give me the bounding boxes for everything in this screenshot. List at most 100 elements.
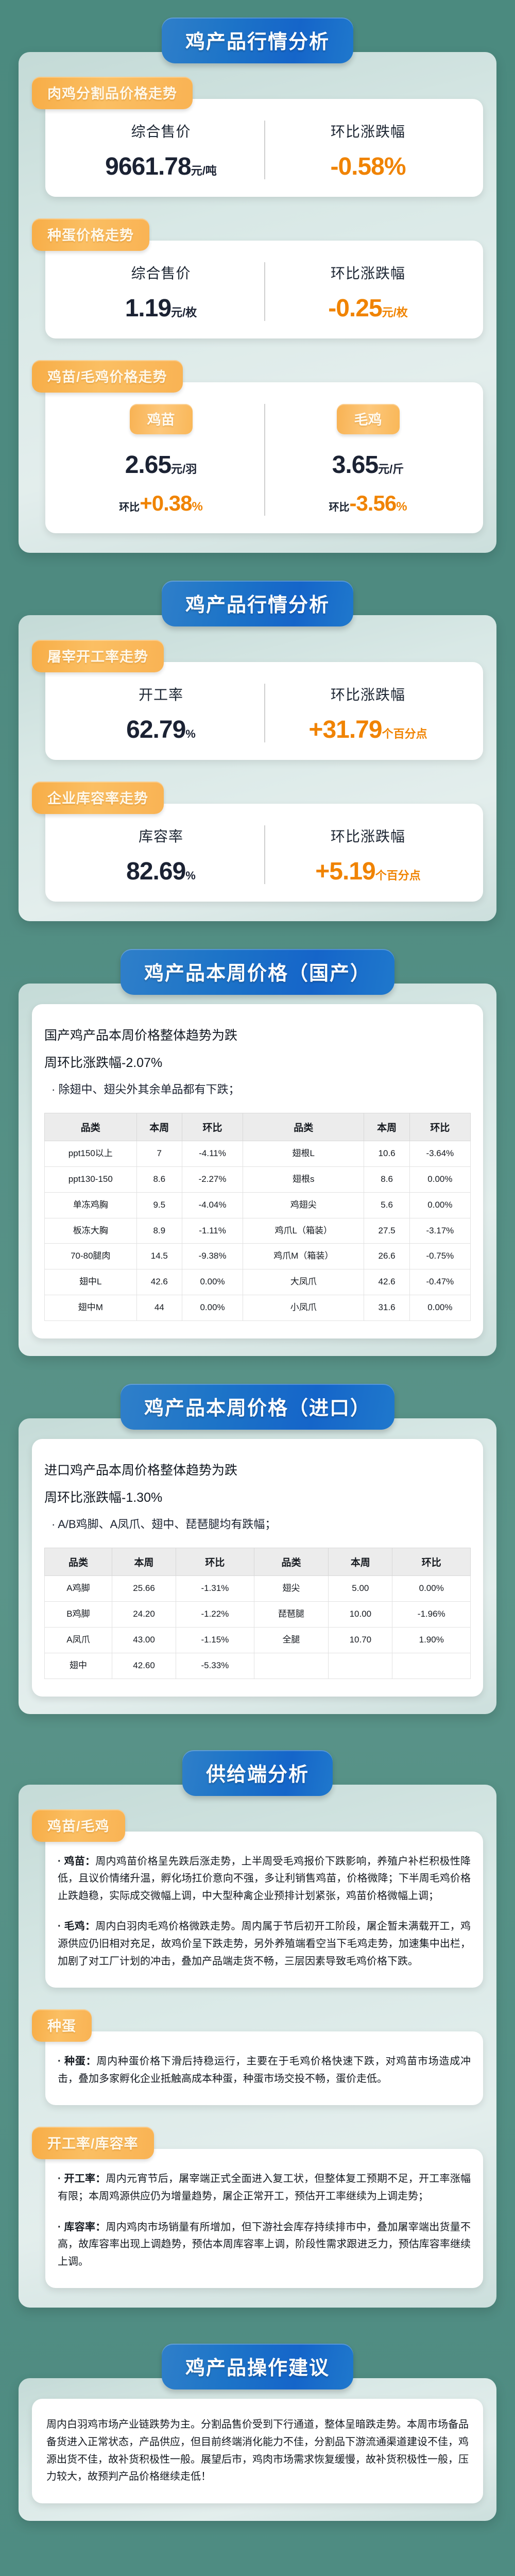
imported-r1-c5: -1.96% — [392, 1601, 471, 1628]
block-broiler-cut-price: 肉鸡分割品价格走势 综合售价 9661.78元/吨 环比涨跌幅 -0.58% — [32, 77, 483, 197]
domestic-r3-c3: 鸡爪L（箱装） — [243, 1217, 365, 1244]
value-broiler-price-number: 9661.78 — [105, 153, 192, 180]
imported-r3-c2: -5.33% — [176, 1652, 254, 1679]
domestic-r6-c2: 0.00% — [181, 1295, 244, 1321]
table-row: 翅中L 42.6 0.00% 大凤爪 42.6 -0.47% — [44, 1269, 471, 1296]
section-banner-market-analysis-2: 鸡产品行情分析 — [161, 581, 353, 626]
table-row: A鸡脚 25.66 -1.31% 翅尖 5.00 0.00% — [44, 1575, 471, 1602]
banner-wrap-6: 鸡产品操作建议 — [0, 2344, 515, 2390]
card-slaughter-operating-rate: 开工率 62.79% 环比涨跌幅 +31.79个百分点 — [45, 662, 483, 760]
section-banner-operation-advice: 鸡产品操作建议 — [161, 2344, 353, 2390]
card-imported-price: 进口鸡产品本周价格整体趋势为跌 周环比涨跌幅-1.30% · A/B鸡脚、A凤爪… — [32, 1439, 483, 1697]
domestic-th-2: 环比 — [181, 1112, 244, 1141]
panel-domestic-price: 国产鸡产品本周价格整体趋势为跌 周环比涨跌幅-2.07% · 除翅中、翅尖外其余… — [19, 984, 496, 1357]
metric-row-storage: 库容率 82.69% 环比涨跌幅 +5.19个百分点 — [58, 825, 471, 884]
supply-para-storage-rate-lead: · 库容率： — [58, 2221, 106, 2233]
label-storage-change: 环比涨跌幅 — [330, 828, 405, 844]
section-banner-market-analysis-1: 鸡产品行情分析 — [161, 18, 353, 63]
domestic-r3-c2: -1.11% — [181, 1217, 244, 1244]
imported-table-body: A鸡脚 25.66 -1.31% 翅尖 5.00 0.00% B鸡脚 24.20… — [44, 1575, 471, 1679]
value-egg-change-unit: 元/枚 — [382, 306, 408, 319]
section-banner-supply-analysis: 供给端分析 — [182, 1750, 333, 1796]
imported-r2-c2: -1.15% — [176, 1626, 254, 1653]
domestic-th-0: 品类 — [44, 1112, 137, 1141]
pill-storage-rate: 企业库容率走势 — [32, 782, 164, 814]
value-chick-change-unit: % — [192, 500, 203, 514]
value-live-chicken-price-unit: 元/斤 — [378, 463, 404, 476]
domestic-header-row: 品类 本周 环比 品类 本周 环比 — [44, 1112, 471, 1141]
supply-para-chick-body: 周内鸡苗价格呈先跌后涨走势，上半周受毛鸡报价下跌影响，养殖户补栏积极性降低，且议… — [58, 1855, 471, 1902]
domestic-r0-c0: ppt150以上 — [44, 1140, 137, 1167]
domestic-r4-c4: 26.6 — [364, 1243, 410, 1270]
supply-para-chick: · 鸡苗：周内鸡苗价格呈先跌后涨走势，上半周受毛鸡报价下跌影响，养殖户补栏积极性… — [58, 1853, 471, 1905]
imported-r0-c4: 5.00 — [328, 1575, 393, 1602]
panel-supply-analysis: 鸡苗/毛鸡 · 鸡苗：周内鸡苗价格呈先跌后涨走势，上半周受毛鸡报价下跌影响，养殖… — [19, 1784, 496, 2308]
imported-r1-c3: 琵琶腿 — [253, 1601, 329, 1628]
card-operation-advice: 周内白羽鸡市场产业链跌势为主。分割品售价受到下行通道，整体呈暗跌走势。本周市场备… — [32, 2399, 483, 2503]
supply-para-live-chicken: · 毛鸡：周内白羽肉毛鸡价格微跌走势。周内属于节后初开工阶段，屠企暂未满载开工，… — [58, 1918, 471, 1970]
imported-th-5: 环比 — [392, 1547, 471, 1576]
supply-para-chick-lead: · 鸡苗： — [58, 1855, 96, 1867]
metric-col-operating-rate: 开工率 62.79% — [58, 684, 264, 742]
table-row: 70-80腿肉 14.5 -9.38% 鸡爪M（箱装） 26.6 -0.75% — [44, 1243, 471, 1270]
imported-th-3: 品类 — [253, 1547, 329, 1576]
domestic-r0-c5: -3.64% — [409, 1140, 471, 1167]
domestic-intro-line2: 周环比涨跌幅-2.07% — [44, 1055, 163, 1070]
section-banner-domestic-price: 鸡产品本周价格（国产） — [120, 949, 394, 995]
supply-para-operating-rate-body: 周内元宵节后，屠宰端正式全面进入复工状，但整体复工预期不足，开工率涨幅有限；本周… — [58, 2173, 471, 2202]
table-row: 翅中M 44 0.00% 小凤爪 31.6 0.00% — [44, 1295, 471, 1321]
imported-r0-c3: 翅尖 — [253, 1575, 329, 1602]
table-row: 翅中 42.60 -5.33% — [44, 1652, 471, 1679]
domestic-r6-c3: 小凤爪 — [243, 1295, 365, 1321]
pill-slaughter-operating-rate: 屠宰开工率走势 — [32, 640, 164, 672]
domestic-th-4: 本周 — [364, 1112, 410, 1141]
domestic-r6-c1: 44 — [136, 1295, 182, 1321]
operation-advice-text: 周内白羽鸡市场产业链跌势为主。分割品售价受到下行通道，整体呈暗跌走势。本周市场备… — [46, 2419, 469, 2483]
value-live-chicken-change: 环比-3.56% — [270, 491, 466, 516]
domestic-table-body: ppt150以上 7 -4.11% 翅根L 10.6 -3.64% ppt130… — [44, 1140, 471, 1321]
metric-row-chick: 鸡苗 2.65元/羽 环比+0.38% 毛鸡 3.65元/斤 环比-3.56% — [58, 404, 471, 516]
metric-row-egg: 综合售价 1.19元/枚 环比涨跌幅 -0.25元/枚 — [58, 262, 471, 321]
label-operating-change: 环比涨跌幅 — [330, 687, 405, 703]
metric-row-broiler: 综合售价 9661.78元/吨 环比涨跌幅 -0.58% — [58, 121, 471, 179]
domestic-note: · 除翅中、翅尖外其余单品都有下跌； — [52, 1082, 240, 1096]
value-operating-change-number: +31.79 — [308, 716, 382, 743]
domestic-r6-c4: 31.6 — [364, 1295, 410, 1321]
label-chick-change: 环比 — [119, 502, 140, 513]
value-chick-change-number: +0.38 — [140, 491, 192, 515]
domestic-r5-c4: 42.6 — [364, 1269, 410, 1296]
domestic-r1-c0: ppt130-150 — [44, 1166, 137, 1193]
card-supply-breeder-egg: · 种蛋：周内种蛋价格下滑后持稳运行，主要在于毛鸡价格快速下跌，对鸡苗市场造成冲… — [45, 2031, 483, 2106]
value-live-chicken-change-number: -3.56 — [349, 491, 397, 515]
imported-r0-c2: -1.31% — [176, 1575, 254, 1602]
card-chick-live-price: 鸡苗 2.65元/羽 环比+0.38% 毛鸡 3.65元/斤 环比-3.56% — [45, 382, 483, 533]
value-egg-price-unit: 元/枚 — [171, 306, 197, 319]
block-supply-rates: 开工率/库容率 · 开工率：周内元宵节后，屠宰端正式全面进入复工状，但整体复工预… — [32, 2127, 483, 2289]
block-storage-rate: 企业库容率走势 库容率 82.69% 环比涨跌幅 +5.19个百分点 — [32, 782, 483, 902]
supply-para-live-chicken-lead: · 毛鸡： — [58, 1921, 96, 1933]
domestic-r4-c3: 鸡爪M（箱装） — [243, 1243, 365, 1270]
imported-r1-c0: B鸡脚 — [44, 1601, 112, 1628]
card-supply-rates: · 开工率：周内元宵节后，屠宰端正式全面进入复工状，但整体复工预期不足，开工率涨… — [45, 2149, 483, 2289]
domestic-r5-c3: 大凤爪 — [243, 1269, 365, 1296]
table-row: ppt150以上 7 -4.11% 翅根L 10.6 -3.64% — [44, 1140, 471, 1167]
domestic-r6-c5: 0.00% — [409, 1295, 471, 1321]
value-live-chicken-change-unit: % — [396, 500, 407, 514]
imported-table-head: 品类 本周 环比 品类 本周 环比 — [44, 1547, 471, 1576]
imported-th-4: 本周 — [328, 1547, 393, 1576]
domestic-r0-c2: -4.11% — [181, 1140, 244, 1167]
imported-r0-c1: 25.66 — [111, 1575, 177, 1602]
imported-note: · A/B鸡脚、A凤爪、翅中、琵琶腿均有跌幅； — [52, 1517, 277, 1531]
label-operating-rate: 开工率 — [138, 687, 183, 703]
domestic-r5-c5: -0.47% — [409, 1269, 471, 1296]
tag-chick: 鸡苗 — [129, 404, 193, 434]
domestic-r0-c1: 7 — [136, 1140, 182, 1167]
spacer-before-section-2 — [0, 553, 515, 581]
banner-wrap-4: 鸡产品本周价格（进口） — [0, 1384, 515, 1430]
value-operating-change: +31.79个百分点 — [270, 718, 466, 742]
top-spacer — [0, 0, 515, 18]
imported-r2-c3: 全腿 — [253, 1626, 329, 1653]
domestic-r4-c0: 70-80腿肉 — [44, 1243, 137, 1270]
domestic-r5-c0: 翅中L — [44, 1269, 137, 1296]
panel-operation-advice: 周内白羽鸡市场产业链跌势为主。分割品售价受到下行通道，整体呈暗跌走势。本周市场备… — [19, 2378, 496, 2521]
